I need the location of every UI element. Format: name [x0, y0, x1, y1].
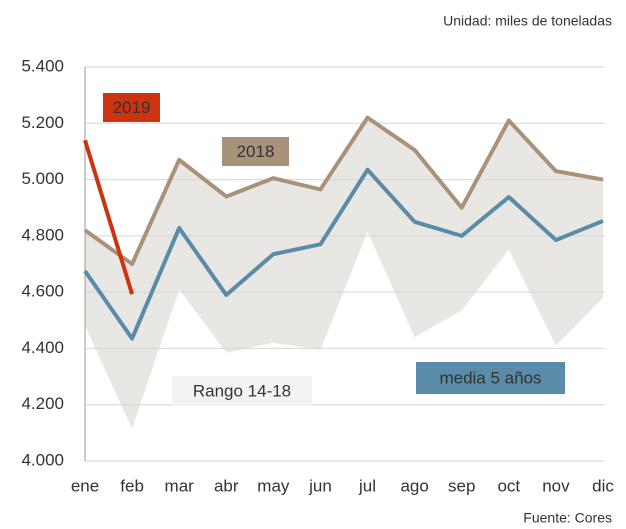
x-tick-label: feb — [120, 476, 144, 495]
y-tick-label: 4.600 — [21, 282, 64, 301]
x-tick-label: may — [257, 476, 290, 495]
x-tick-label: oct — [497, 476, 520, 495]
y-tick-label: 5.400 — [21, 56, 64, 75]
x-tick-label: sep — [448, 476, 475, 495]
unit-note: Unidad: miles de toneladas — [443, 13, 612, 29]
legend-range-box — [172, 376, 312, 406]
legend-media-box — [416, 362, 565, 394]
legend-2018: 2018 — [237, 142, 275, 161]
series-line — [83, 167, 604, 341]
x-tick-label: jun — [308, 476, 332, 495]
y-tick-label: 4.000 — [21, 450, 64, 469]
y-tick-label: 5.200 — [21, 113, 64, 132]
x-tick-label: abr — [214, 476, 239, 495]
y-tick-label: 4.400 — [21, 338, 64, 357]
x-tick-label: jul — [358, 476, 376, 495]
y-tick-label: 5.000 — [21, 169, 64, 188]
x-tick-label: dic — [592, 476, 614, 495]
legend-2018-box — [222, 137, 289, 166]
x-tick-label: ago — [400, 476, 428, 495]
y-tick-label: 4.200 — [21, 394, 64, 413]
legend-2019-box — [103, 93, 160, 122]
series-line — [83, 115, 604, 266]
range-band — [85, 117, 603, 429]
legend-media: media 5 años — [439, 368, 541, 387]
legend-2019: 2019 — [113, 98, 151, 117]
x-tick-label: mar — [165, 476, 195, 495]
series-line — [83, 139, 135, 295]
x-tick-label: nov — [542, 476, 570, 495]
x-tick-label: ene — [71, 476, 99, 495]
legend-range: Rango 14-18 — [193, 381, 291, 400]
source: Fuente: Cores — [523, 510, 612, 526]
y-tick-label: 4.800 — [21, 225, 64, 244]
